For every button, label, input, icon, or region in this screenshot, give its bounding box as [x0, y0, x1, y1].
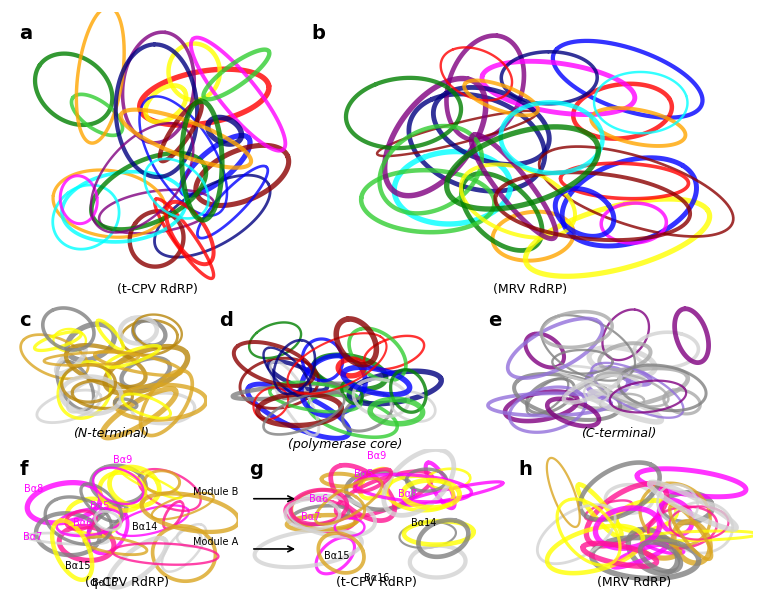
Text: Bα14: Bα14 — [132, 523, 157, 532]
Text: Bα6: Bα6 — [310, 494, 329, 504]
Text: a: a — [19, 24, 32, 43]
Text: Bα8: Bα8 — [24, 484, 43, 494]
Text: (MRV RdRP): (MRV RdRP) — [597, 576, 670, 589]
Text: (t-CPV RdRP): (t-CPV RdRP) — [117, 283, 198, 296]
Text: Bα9: Bα9 — [113, 455, 132, 465]
Text: Module B: Module B — [193, 487, 238, 496]
Text: (polymerase core): (polymerase core) — [289, 438, 402, 451]
Text: Bα16: Bα16 — [363, 573, 389, 582]
Text: Bα15: Bα15 — [324, 551, 350, 561]
Text: (MRV RdRP): (MRV RdRP) — [493, 283, 567, 296]
Text: c: c — [19, 311, 31, 330]
Text: Bα7: Bα7 — [301, 512, 321, 523]
Text: e: e — [488, 311, 501, 330]
Text: Module A: Module A — [193, 537, 238, 547]
Text: Bα14: Bα14 — [411, 518, 436, 528]
Text: (q-CPV RdRP): (q-CPV RdRP) — [84, 576, 169, 589]
Text: Bα7: Bα7 — [24, 532, 43, 542]
Text: Bα8: Bα8 — [398, 489, 417, 499]
Text: Bα9: Bα9 — [366, 451, 386, 460]
Text: Bα16: Bα16 — [91, 578, 118, 588]
Text: d: d — [219, 311, 233, 330]
Text: Bα15: Bα15 — [65, 561, 91, 571]
Text: b: b — [311, 24, 325, 43]
Text: h: h — [518, 460, 532, 480]
Text: Bα6: Bα6 — [72, 518, 92, 528]
Text: f: f — [19, 460, 28, 480]
Text: (N-terminal): (N-terminal) — [74, 426, 149, 440]
Text: Bα5: Bα5 — [353, 469, 373, 480]
Text: (C-terminal): (C-terminal) — [581, 426, 656, 440]
Text: (t-CPV RdRP): (t-CPV RdRP) — [336, 576, 417, 589]
Text: Bα5: Bα5 — [91, 501, 110, 511]
Text: g: g — [250, 460, 263, 480]
